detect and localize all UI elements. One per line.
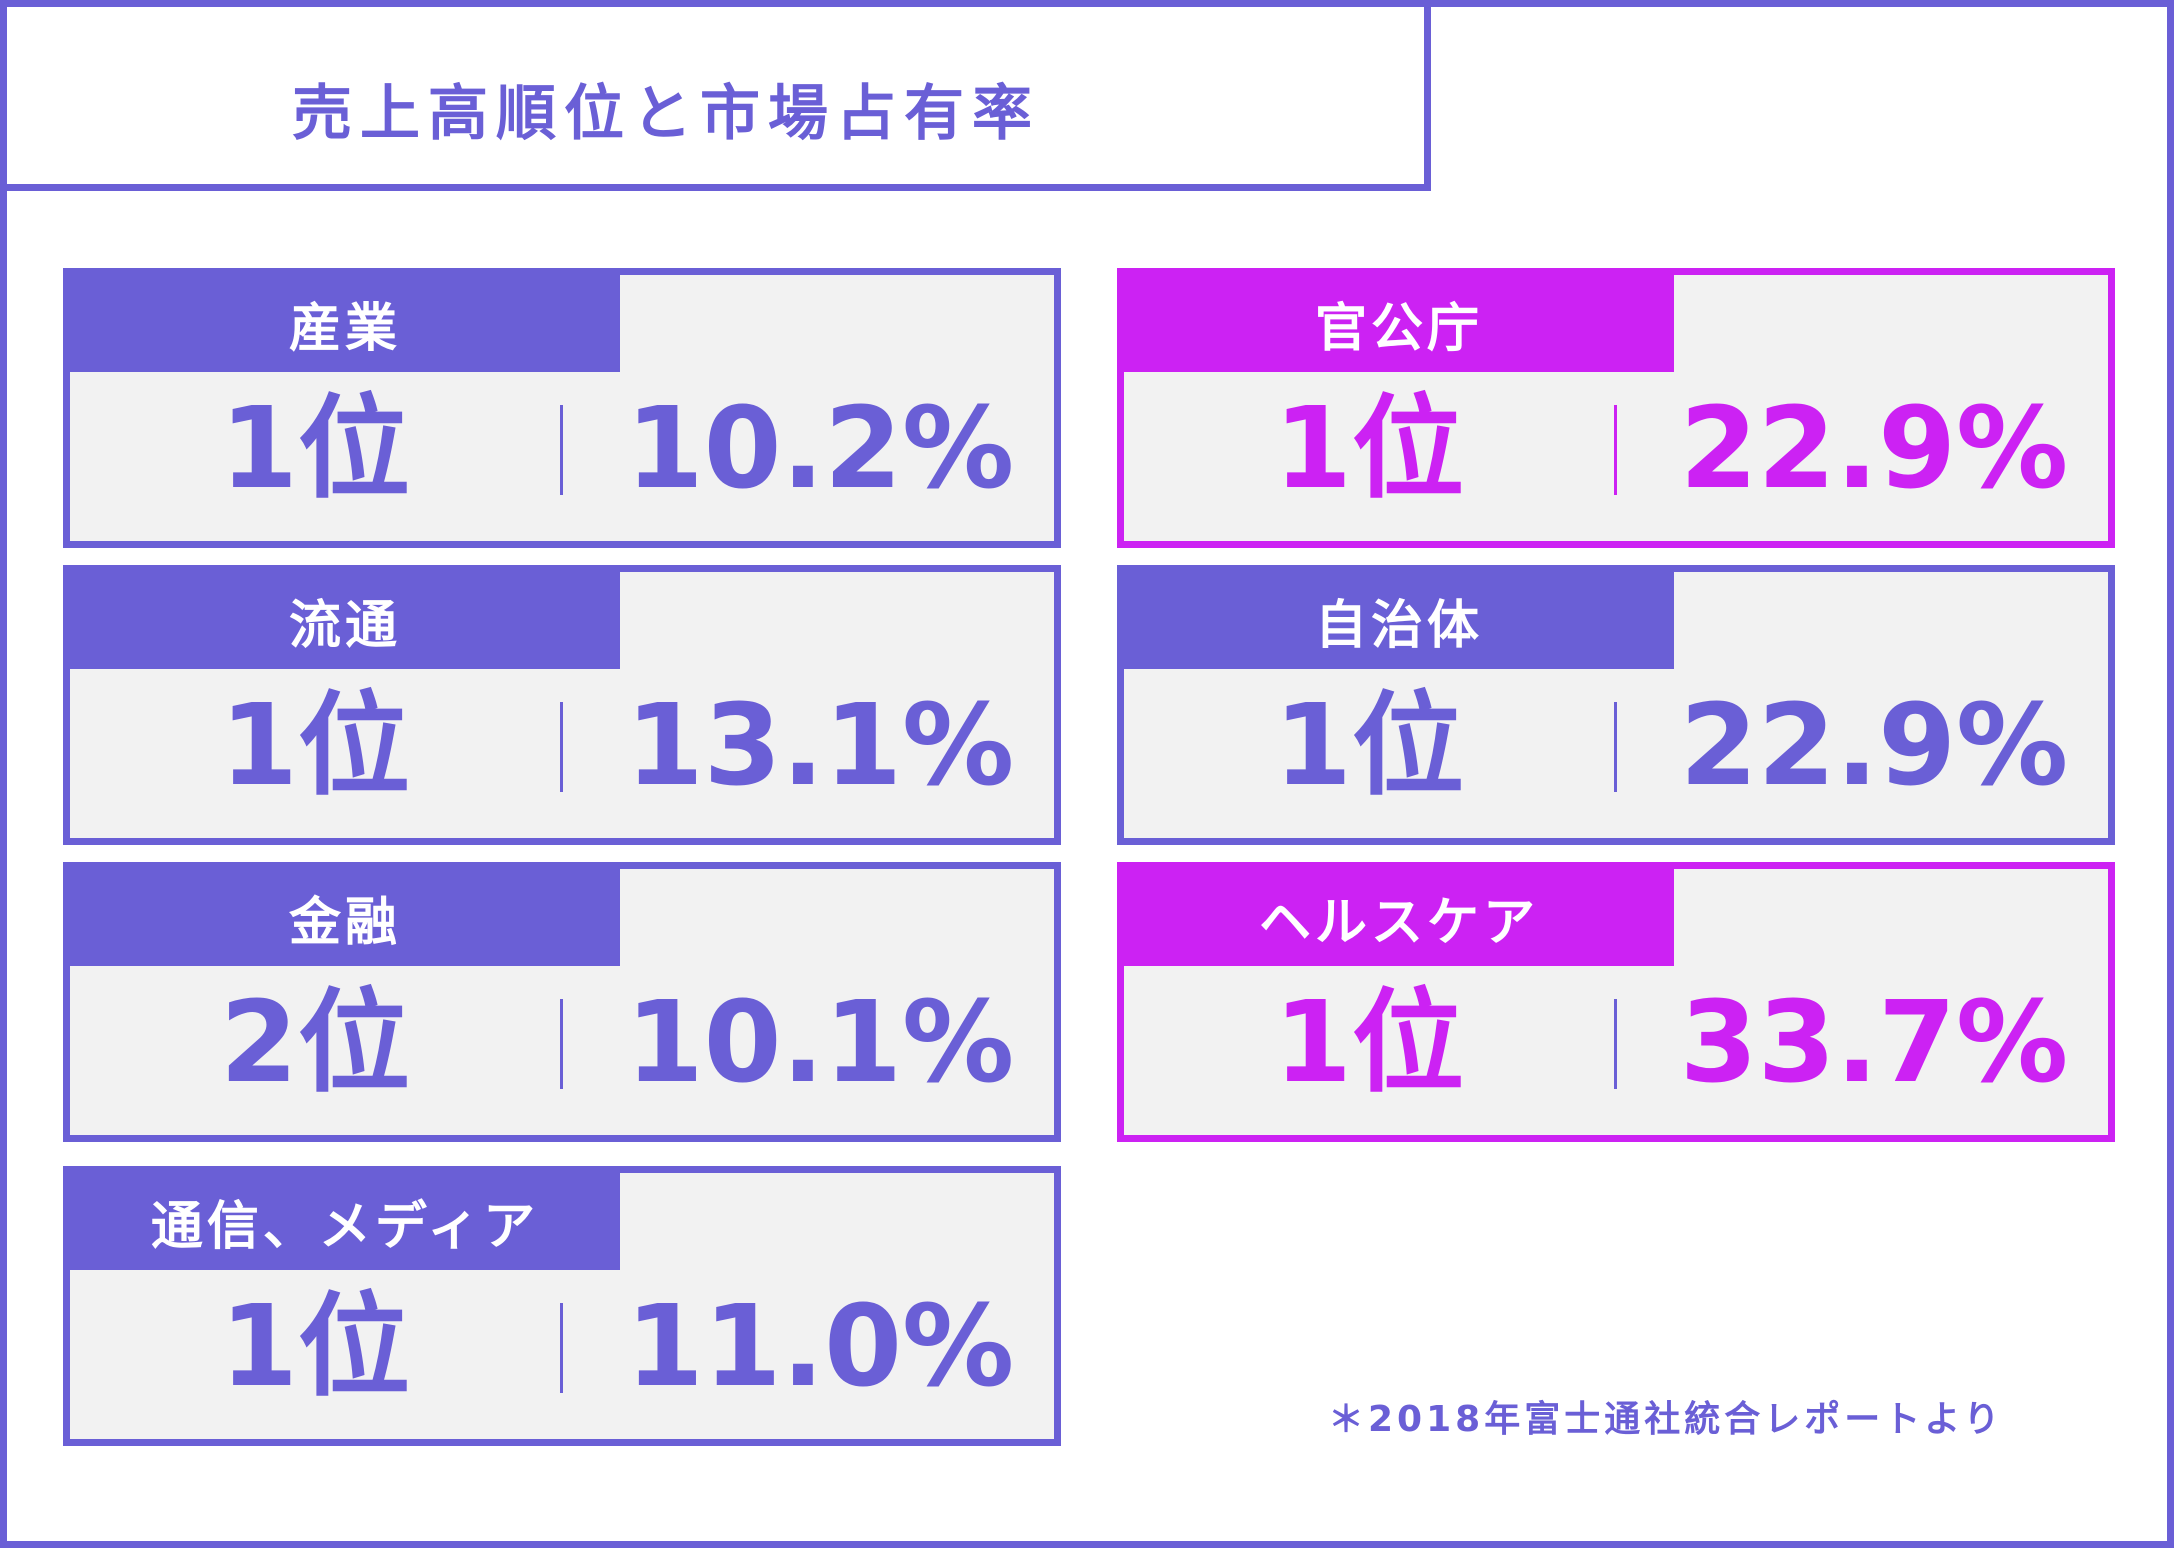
card-rank: 1位	[1274, 384, 1464, 514]
card-finance: 金融 2位 10.1%	[63, 862, 1061, 1142]
card-rank: 2位	[220, 978, 410, 1108]
card-share: 33.7%	[1679, 978, 2069, 1108]
card-rank: 1位	[220, 681, 410, 811]
card-label: 産業	[70, 275, 620, 372]
card-rank: 1位	[1274, 978, 1464, 1108]
card-share: 22.9%	[1679, 681, 2069, 811]
card-divider	[1614, 702, 1617, 792]
card-share: 22.9%	[1679, 384, 2069, 514]
card-divider	[1614, 999, 1617, 1089]
card-label: 官公庁	[1124, 275, 1674, 372]
card-share: 13.1%	[625, 681, 1015, 811]
card-divider	[560, 405, 563, 495]
card-label: 自治体	[1124, 572, 1674, 669]
source-note: ＊2018年富士通社統合レポートより	[1328, 1399, 2004, 1440]
card-government: 官公庁 1位 22.9%	[1117, 268, 2115, 548]
card-divider	[560, 999, 563, 1089]
card-distribution: 流通 1位 13.1%	[63, 565, 1061, 845]
card-rank: 1位	[220, 384, 410, 514]
card-label: 流通	[70, 572, 620, 669]
card-rank: 1位	[1274, 681, 1464, 811]
title-box: 売上高順位と市場占有率	[0, 0, 1431, 191]
page-title: 売上高順位と市場占有率	[292, 79, 1040, 149]
card-label: 金融	[70, 869, 620, 966]
card-industry: 産業 1位 10.2%	[63, 268, 1061, 548]
card-rank: 1位	[220, 1282, 410, 1412]
card-telecom-media: 通信、メディア 1位 11.0%	[63, 1166, 1061, 1446]
card-municipality: 自治体 1位 22.9%	[1117, 565, 2115, 845]
card-share: 10.1%	[625, 978, 1015, 1108]
card-label: 通信、メディア	[70, 1173, 620, 1270]
card-divider	[560, 1303, 563, 1393]
card-share: 10.2%	[625, 384, 1015, 514]
card-share: 11.0%	[625, 1282, 1015, 1412]
card-divider	[560, 702, 563, 792]
card-divider	[1614, 405, 1617, 495]
card-label: ヘルスケア	[1124, 869, 1674, 966]
card-healthcare: ヘルスケア 1位 33.7%	[1117, 862, 2115, 1142]
